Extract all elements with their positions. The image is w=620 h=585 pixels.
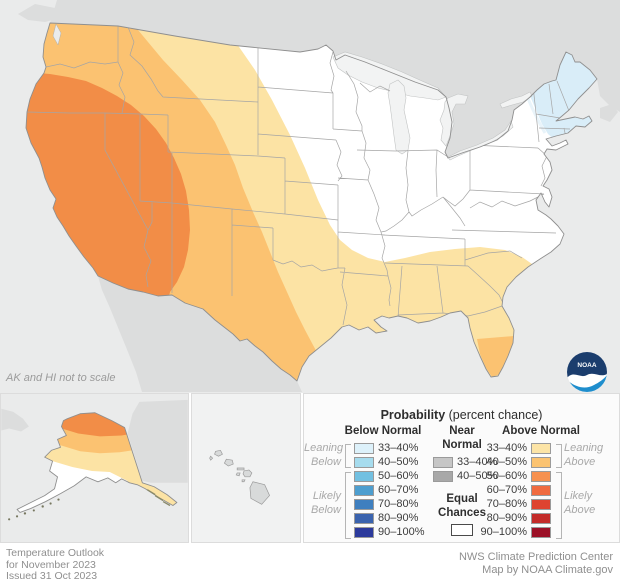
legend-label-below-70: 70–80%: [378, 498, 419, 510]
legend-swatch-below-70: [354, 499, 374, 510]
legend-swatch-above-80: [531, 513, 551, 524]
alaska-coastline: [16, 412, 178, 513]
legend-swatch-below-90: [354, 527, 374, 538]
lake-michigan: [387, 79, 411, 155]
legend-label-above-50: 50–60%: [486, 470, 527, 482]
legend-swatch-near-40: [433, 471, 453, 482]
legend-label-above-90: 90–100%: [480, 526, 528, 538]
legend-label-below-80: 80–90%: [378, 512, 419, 524]
likely-above-label: Likely Above: [564, 490, 596, 516]
likely-below-label: Likely Below: [311, 490, 341, 516]
bracket-leaning-above: [556, 444, 562, 468]
legend-swatch-equal-chances: [451, 524, 473, 536]
footer-period: for November 2023: [6, 558, 96, 571]
great-lakes: [332, 51, 533, 161]
legend-swatch-below-60: [354, 485, 374, 496]
vancouver-island: [18, 4, 60, 22]
leaning-below-label: Leaning Below: [304, 442, 344, 468]
legend-swatch-below-80: [354, 513, 374, 524]
footer-credit: Map by NOAA Climate.gov: [482, 564, 613, 576]
region-south-florida-40-50: [477, 336, 514, 377]
legend-swatch-above-40: [531, 457, 551, 468]
bracket-leaning-below: [345, 444, 351, 468]
noaa-logo: NOAA: [567, 352, 607, 392]
noaa-logo-sky: [567, 352, 607, 378]
lake-erie: [447, 120, 514, 161]
footer-source: NWS Climate Prediction Center: [458, 551, 613, 563]
alaska-inset-map: [1, 394, 188, 542]
near-normal-header: Near Normal: [442, 425, 482, 451]
russia-landmass: [1, 408, 29, 432]
legend-swatch-near-33: [433, 457, 453, 468]
panhandle-islands: [146, 489, 171, 507]
legend-label-above-33: 33–40%: [486, 442, 527, 454]
puget-sound: [52, 23, 62, 46]
nova-scotia: [600, 104, 618, 122]
island-kauai: [214, 449, 223, 457]
island-hawaii: [249, 481, 270, 505]
legend-swatch-above-90: [531, 527, 551, 538]
island-kahoolawe: [241, 479, 246, 483]
legend-label-above-80: 80–90%: [486, 512, 527, 524]
legend-label-below-40: 40–50%: [378, 456, 419, 468]
lake-superior: [332, 51, 447, 101]
island-maui: [242, 469, 253, 478]
above-normal-header: Above Normal: [502, 425, 580, 437]
legend-title: Probability (percent chance): [380, 408, 543, 422]
lake-ontario: [499, 91, 533, 109]
footer-attribution: NWS Climate Prediction Center Map by NOA…: [459, 551, 613, 577]
canada-yukon-landmass: [127, 399, 188, 483]
footer-issued-date: Issued 31 Oct 2023: [6, 570, 98, 582]
leaning-above-label: Leaning Above: [564, 442, 604, 468]
legend-swatch-below-40: [354, 457, 374, 468]
canada-landmass: [50, 0, 620, 158]
legend-swatch-below-50: [354, 471, 374, 482]
legend-swatch-above-60: [531, 485, 551, 496]
alaska-inset-panel: [0, 393, 189, 543]
hawaii-islands: [209, 449, 270, 505]
legend-swatch-above-33: [531, 443, 551, 454]
probability-legend: Probability (percent chance) Below Norma…: [303, 393, 620, 543]
legend-label-below-50: 50–60%: [378, 470, 419, 482]
equal-chances-label: Equal Chances: [438, 493, 486, 519]
legend-label-near-33: 33–40%: [457, 456, 498, 468]
legend-label-above-60: 60–70%: [486, 484, 527, 496]
legend-label-below-90: 90–100%: [378, 526, 425, 538]
conus-outlook-map: [0, 0, 620, 393]
legend-label-below-60: 60–70%: [378, 484, 419, 496]
footer-title: Temperature Outlook: [6, 547, 105, 559]
island-molokai: [236, 467, 245, 471]
state-boundaries: [26, 26, 573, 326]
below-normal-header: Below Normal: [344, 425, 422, 437]
legend-label-near-40: 40–50%: [457, 470, 498, 482]
hawaii-inset-map: [209, 449, 270, 505]
island-lanai: [235, 472, 241, 477]
legend-swatch-above-70: [531, 499, 551, 510]
noaa-logo-text: NOAA: [577, 362, 596, 369]
bracket-likely-below: [345, 472, 351, 539]
bracket-likely-above: [556, 472, 562, 539]
legend-label-above-40: 40–50%: [486, 456, 527, 468]
us-coastline: [25, 22, 598, 382]
legend-swatch-below-33: [354, 443, 374, 454]
legend-label-below-33: 33–40%: [378, 442, 419, 454]
footer-issuance-info: Temperature Outlook for November 2023 Is…: [6, 547, 105, 583]
legend-label-above-70: 70–80%: [486, 498, 527, 510]
aleutian-islands: [8, 498, 60, 521]
island-niihau: [209, 455, 214, 461]
hawaii-inset-panel: [191, 393, 301, 543]
inset-scale-note: AK and HI not to scale: [6, 372, 116, 384]
island-oahu: [223, 458, 234, 467]
noaa-logo-wave: [567, 375, 607, 392]
mexico-landmass: [98, 276, 302, 392]
legend-swatch-above-50: [531, 471, 551, 482]
